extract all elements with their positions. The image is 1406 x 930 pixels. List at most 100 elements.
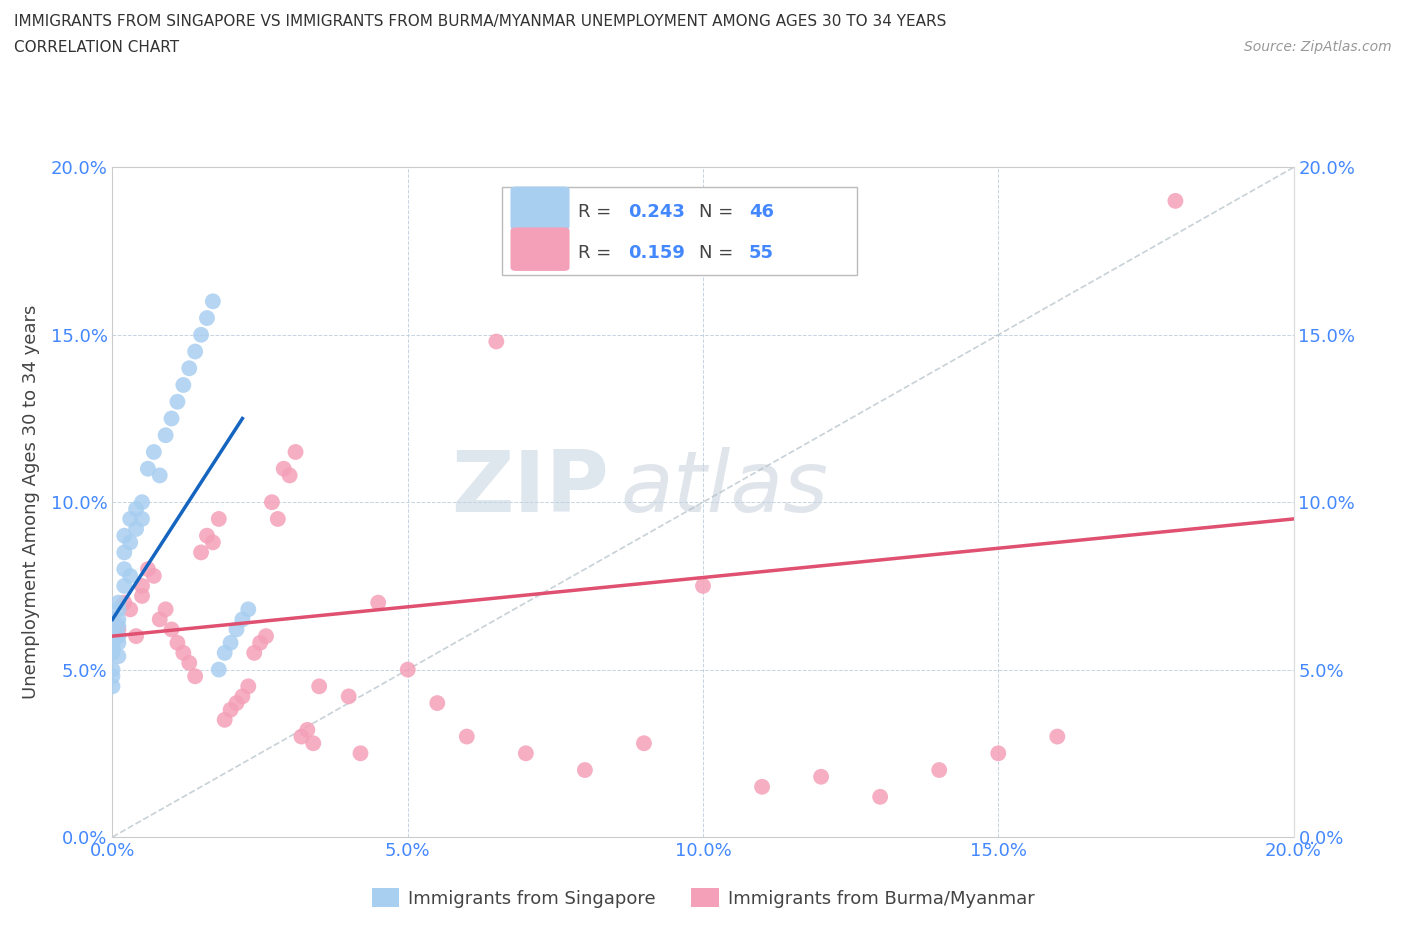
Point: [214, 645, 236, 660]
Point: [172, 378, 194, 392]
Point: [208, 512, 231, 526]
Text: N =: N =: [699, 244, 740, 261]
Point: [515, 746, 537, 761]
Point: [142, 568, 165, 583]
Point: [219, 702, 242, 717]
Point: [131, 589, 153, 604]
Point: [273, 461, 295, 476]
Point: [136, 562, 159, 577]
Point: [112, 562, 135, 577]
Text: R =: R =: [578, 244, 617, 261]
Point: [751, 779, 773, 794]
Point: [278, 468, 301, 483]
Point: [692, 578, 714, 593]
Point: [107, 618, 129, 633]
Point: [426, 696, 449, 711]
Point: [179, 361, 201, 376]
FancyBboxPatch shape: [510, 228, 569, 271]
Text: atlas: atlas: [620, 447, 828, 530]
Point: [101, 645, 124, 660]
Point: [396, 662, 419, 677]
Point: [155, 602, 177, 617]
Point: [112, 595, 135, 610]
Text: R =: R =: [578, 203, 617, 220]
Point: [101, 635, 124, 650]
Point: [238, 602, 260, 617]
Point: [297, 723, 319, 737]
Point: [131, 495, 153, 510]
Point: [225, 696, 247, 711]
Point: [337, 689, 360, 704]
Point: [101, 622, 124, 637]
Point: [166, 635, 188, 650]
Point: [267, 512, 290, 526]
Point: [219, 635, 242, 650]
Point: [201, 294, 224, 309]
Point: [195, 311, 218, 325]
Point: [101, 642, 124, 657]
Point: [349, 746, 371, 761]
Point: [869, 790, 891, 804]
Point: [107, 602, 129, 617]
Point: [120, 568, 142, 583]
Text: 0.243: 0.243: [628, 203, 686, 220]
Point: [149, 612, 172, 627]
Point: [112, 578, 135, 593]
Point: [107, 629, 129, 644]
Point: [120, 512, 142, 526]
Point: [249, 635, 271, 650]
Point: [101, 679, 124, 694]
Point: [284, 445, 307, 459]
Point: [120, 535, 142, 550]
Point: [179, 656, 201, 671]
Text: 55: 55: [749, 244, 775, 261]
Point: [302, 736, 325, 751]
Point: [155, 428, 177, 443]
Point: [131, 512, 153, 526]
Point: [107, 649, 129, 664]
Legend: Immigrants from Singapore, Immigrants from Burma/Myanmar: Immigrants from Singapore, Immigrants fr…: [364, 882, 1042, 915]
Point: [101, 629, 124, 644]
Point: [112, 545, 135, 560]
Point: [101, 639, 124, 654]
Point: [243, 645, 266, 660]
Point: [367, 595, 389, 610]
Y-axis label: Unemployment Among Ages 30 to 34 years: Unemployment Among Ages 30 to 34 years: [21, 305, 39, 699]
Point: [231, 689, 253, 704]
Point: [160, 622, 183, 637]
Point: [107, 595, 129, 610]
Point: [928, 763, 950, 777]
Point: [101, 612, 124, 627]
Point: [107, 622, 129, 637]
Point: [166, 394, 188, 409]
Point: [456, 729, 478, 744]
Point: [160, 411, 183, 426]
Point: [254, 629, 277, 644]
Point: [1164, 193, 1187, 208]
Point: [987, 746, 1010, 761]
Point: [231, 612, 253, 627]
Point: [485, 334, 508, 349]
Point: [131, 578, 153, 593]
FancyBboxPatch shape: [510, 187, 569, 230]
Point: [238, 679, 260, 694]
Text: ZIP: ZIP: [451, 447, 609, 530]
Point: [142, 445, 165, 459]
Point: [184, 344, 207, 359]
Point: [214, 712, 236, 727]
Point: [107, 612, 129, 627]
Point: [260, 495, 283, 510]
Text: IMMIGRANTS FROM SINGAPORE VS IMMIGRANTS FROM BURMA/MYANMAR UNEMPLOYMENT AMONG AG: IMMIGRANTS FROM SINGAPORE VS IMMIGRANTS …: [14, 14, 946, 29]
Point: [1046, 729, 1069, 744]
Text: N =: N =: [699, 203, 740, 220]
Point: [149, 468, 172, 483]
Point: [112, 528, 135, 543]
Point: [125, 522, 148, 537]
Point: [308, 679, 330, 694]
Text: 0.159: 0.159: [628, 244, 686, 261]
Text: CORRELATION CHART: CORRELATION CHART: [14, 40, 179, 55]
FancyBboxPatch shape: [502, 188, 856, 274]
Point: [810, 769, 832, 784]
Point: [125, 501, 148, 516]
Point: [101, 612, 124, 627]
